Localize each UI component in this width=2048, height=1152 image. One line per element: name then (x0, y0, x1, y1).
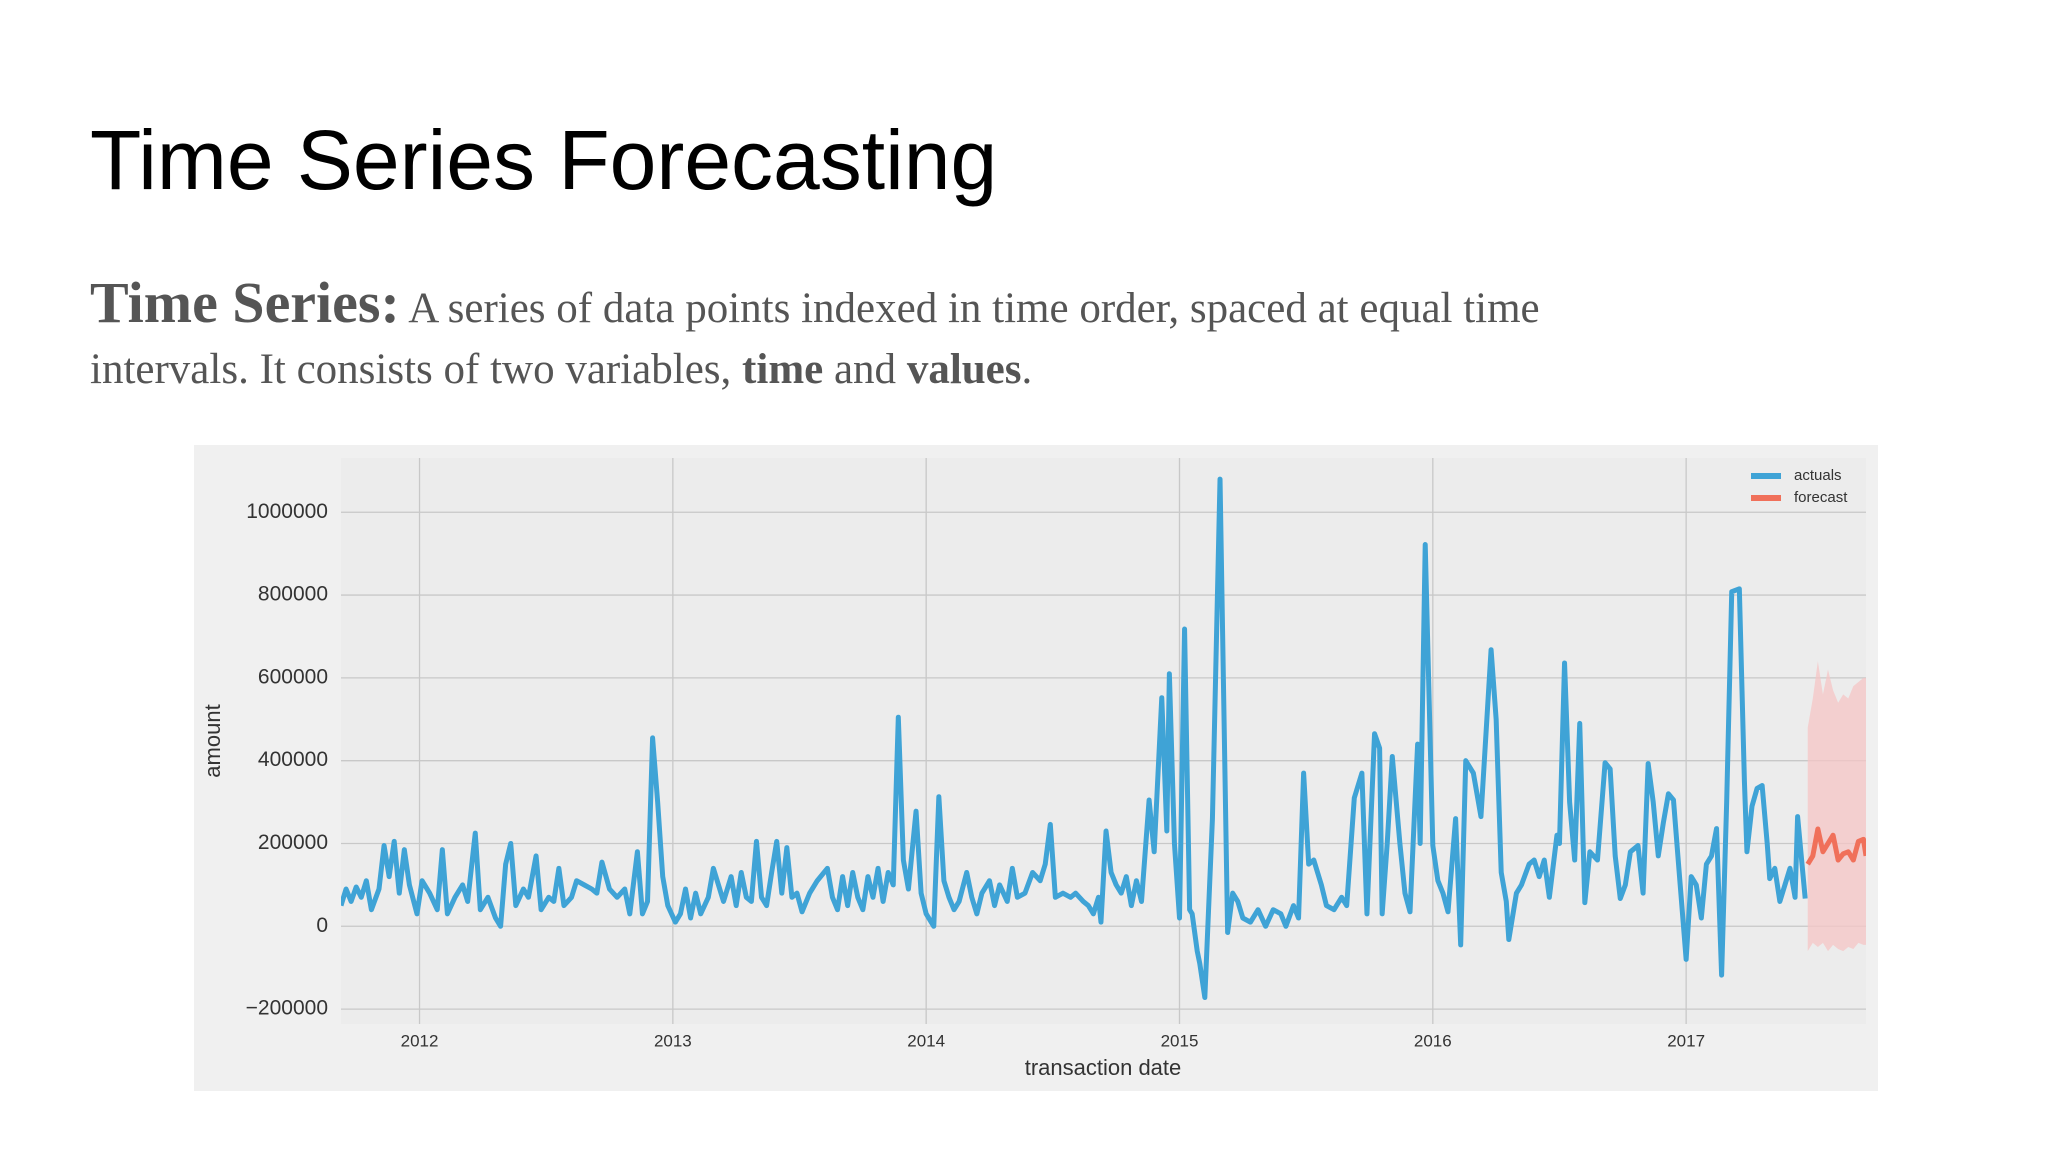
x-tick-label: 2012 (401, 1031, 439, 1050)
y-tick-label: −200000 (246, 997, 328, 1020)
y-tick-label: 1000000 (246, 500, 328, 523)
legend-label: actuals (1794, 467, 1842, 484)
paragraph: Time Series: A series of data points ind… (90, 272, 1540, 400)
line-series (1805, 826, 1866, 866)
x-tick-label: 2017 (1667, 1031, 1705, 1050)
y-tick-label: 600000 (258, 665, 328, 688)
x-tick-label: 2013 (654, 1031, 692, 1050)
y-tick-label: 400000 (258, 748, 328, 771)
text: A series of data points indexed in time … (408, 285, 1540, 332)
confidence-band (1807, 661, 1866, 952)
term: Time Series: (90, 270, 400, 335)
plot-area (341, 476, 1866, 1001)
text: intervals. It consists of two variables, (90, 346, 732, 393)
bold-text: values (906, 346, 1022, 393)
slide-title: Time Series Forecasting (90, 113, 998, 207)
bold-text: time (742, 346, 824, 393)
y-tick-label: 200000 (258, 831, 328, 854)
x-tick-label: 2016 (1414, 1031, 1452, 1050)
y-axis-label: amount (200, 704, 225, 777)
line-series (341, 476, 1808, 1001)
x-tick-label: 2014 (907, 1031, 945, 1050)
plot-background (341, 458, 1866, 1024)
x-axis-label: transaction date (1025, 1055, 1182, 1080)
x-tick-label: 2015 (1161, 1031, 1199, 1050)
text: . (1021, 346, 1033, 393)
text: and (833, 346, 897, 393)
legend-label: forecast (1794, 489, 1848, 506)
y-tick-label: 800000 (258, 583, 328, 606)
y-tick-label: 0 (316, 914, 328, 937)
